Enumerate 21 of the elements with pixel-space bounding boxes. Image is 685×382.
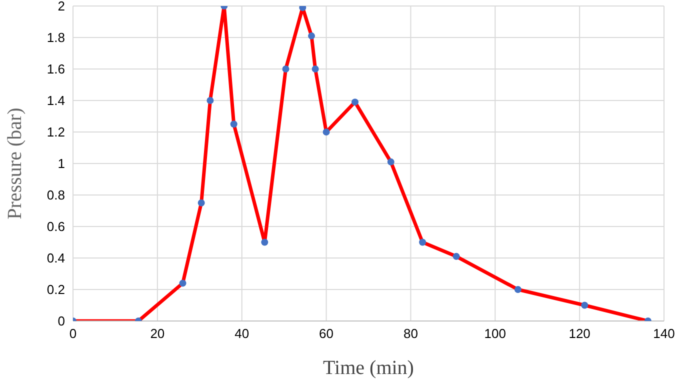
y-tick-label: 1.2	[46, 124, 65, 140]
x-tick-label: 100	[484, 326, 506, 342]
y-tick-label: 1.4	[46, 93, 65, 108]
y-tick-label: 0	[58, 314, 65, 329]
x-tick-label: 120	[568, 326, 590, 342]
y-tick-label: 0.2	[46, 282, 65, 298]
y-tick-label: 1	[58, 156, 65, 172]
x-tick-label: 20	[150, 326, 165, 342]
y-tick-label: 0.4	[46, 250, 65, 266]
y-tick-label: 0.6	[46, 219, 65, 234]
y-tick-label: 1.6	[46, 62, 65, 77]
x-tick-label: 40	[234, 326, 250, 342]
x-tick-label: 0	[69, 326, 77, 342]
y-tick-label: 2	[58, 0, 65, 14]
y-axis-title: Pressure (bar)	[4, 108, 26, 220]
x-axis-title: Time (min)	[323, 357, 414, 379]
y-tick-label: 1.8	[46, 30, 65, 46]
x-tick-label: 140	[653, 326, 675, 342]
y-tick-label: 0.8	[46, 188, 65, 203]
x-tick-label: 60	[319, 326, 334, 342]
x-tick-label: 80	[403, 326, 418, 342]
